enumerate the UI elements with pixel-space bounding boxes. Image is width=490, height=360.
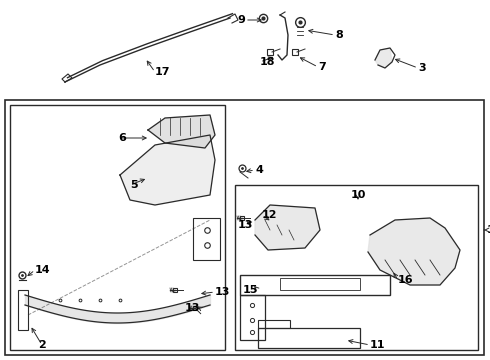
Text: 7: 7	[318, 62, 326, 72]
Polygon shape	[148, 115, 215, 148]
Text: 13: 13	[185, 303, 200, 313]
Bar	[5, 100, 484, 355]
Text: 13: 13	[215, 287, 230, 297]
Polygon shape	[368, 218, 460, 285]
Bar	[193, 218, 220, 260]
Text: 9: 9	[237, 15, 245, 25]
Text: 15: 15	[243, 285, 258, 295]
Text: 12: 12	[262, 210, 277, 220]
Polygon shape	[120, 135, 215, 205]
Bar	[258, 320, 290, 328]
Text: 2: 2	[38, 340, 46, 350]
Bar	[240, 295, 265, 340]
Text: 16: 16	[398, 275, 414, 285]
Text: 1: 1	[487, 225, 490, 235]
Text: 17: 17	[155, 67, 171, 77]
Text: 3: 3	[418, 63, 426, 73]
Polygon shape	[255, 205, 320, 250]
Bar	[280, 278, 360, 290]
Bar	[240, 275, 390, 295]
Text: 10: 10	[350, 190, 366, 200]
Text: 13: 13	[238, 220, 253, 230]
Text: 18: 18	[260, 57, 275, 67]
Text: 14: 14	[35, 265, 50, 275]
Text: 8: 8	[335, 30, 343, 40]
Bar	[10, 105, 225, 350]
Bar	[258, 328, 360, 348]
Text: 6: 6	[118, 133, 126, 143]
Text: 4: 4	[255, 165, 263, 175]
Polygon shape	[375, 48, 392, 68]
Text: 5: 5	[130, 180, 138, 190]
Bar	[18, 290, 28, 330]
Bar	[235, 185, 478, 350]
Text: 11: 11	[370, 340, 386, 350]
